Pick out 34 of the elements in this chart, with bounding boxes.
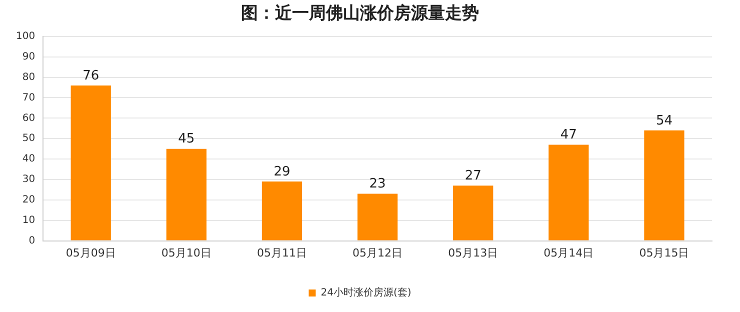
bar xyxy=(453,186,494,240)
bar xyxy=(262,182,302,240)
y-tick-label: 60 xyxy=(22,112,36,124)
y-tick-label: 40 xyxy=(22,154,36,165)
x-tick-label: 05月10日 xyxy=(161,246,212,260)
bar xyxy=(357,194,398,240)
legend-label: 24小时涨价房源(套) xyxy=(320,286,412,299)
x-tick-label: 05月15日 xyxy=(639,246,690,260)
data-label: 47 xyxy=(560,128,577,143)
bar xyxy=(70,85,111,240)
y-tick-label: 80 xyxy=(22,72,36,83)
y-tick-label: 100 xyxy=(16,30,36,42)
y-tick-label: 20 xyxy=(22,194,36,206)
x-tick-label: 05月11日 xyxy=(256,246,307,260)
x-tick-label: 05月09日 xyxy=(66,246,116,260)
x-tick-label: 05月14日 xyxy=(544,246,594,260)
y-tick-label: 30 xyxy=(22,174,36,186)
data-label: 27 xyxy=(464,168,482,184)
bar xyxy=(548,144,589,240)
data-label: 76 xyxy=(82,68,100,84)
data-label: 54 xyxy=(656,113,672,128)
y-tick-label: 50 xyxy=(22,133,36,144)
bar xyxy=(644,130,684,240)
x-tick-label: 05月12日 xyxy=(352,246,403,260)
chart-title: 图：近一周佛山涨价房源量走势 xyxy=(241,4,479,24)
y-tick-label: 10 xyxy=(22,214,36,226)
data-label: 45 xyxy=(178,132,195,147)
y-tick-label: 90 xyxy=(22,51,36,62)
bar xyxy=(166,148,206,240)
y-tick-label: 0 xyxy=(28,235,36,246)
data-label: 23 xyxy=(369,176,386,192)
y-tick-label: 70 xyxy=(22,92,36,104)
data-label: 29 xyxy=(274,164,290,180)
x-tick-label: 05月13日 xyxy=(448,246,498,260)
